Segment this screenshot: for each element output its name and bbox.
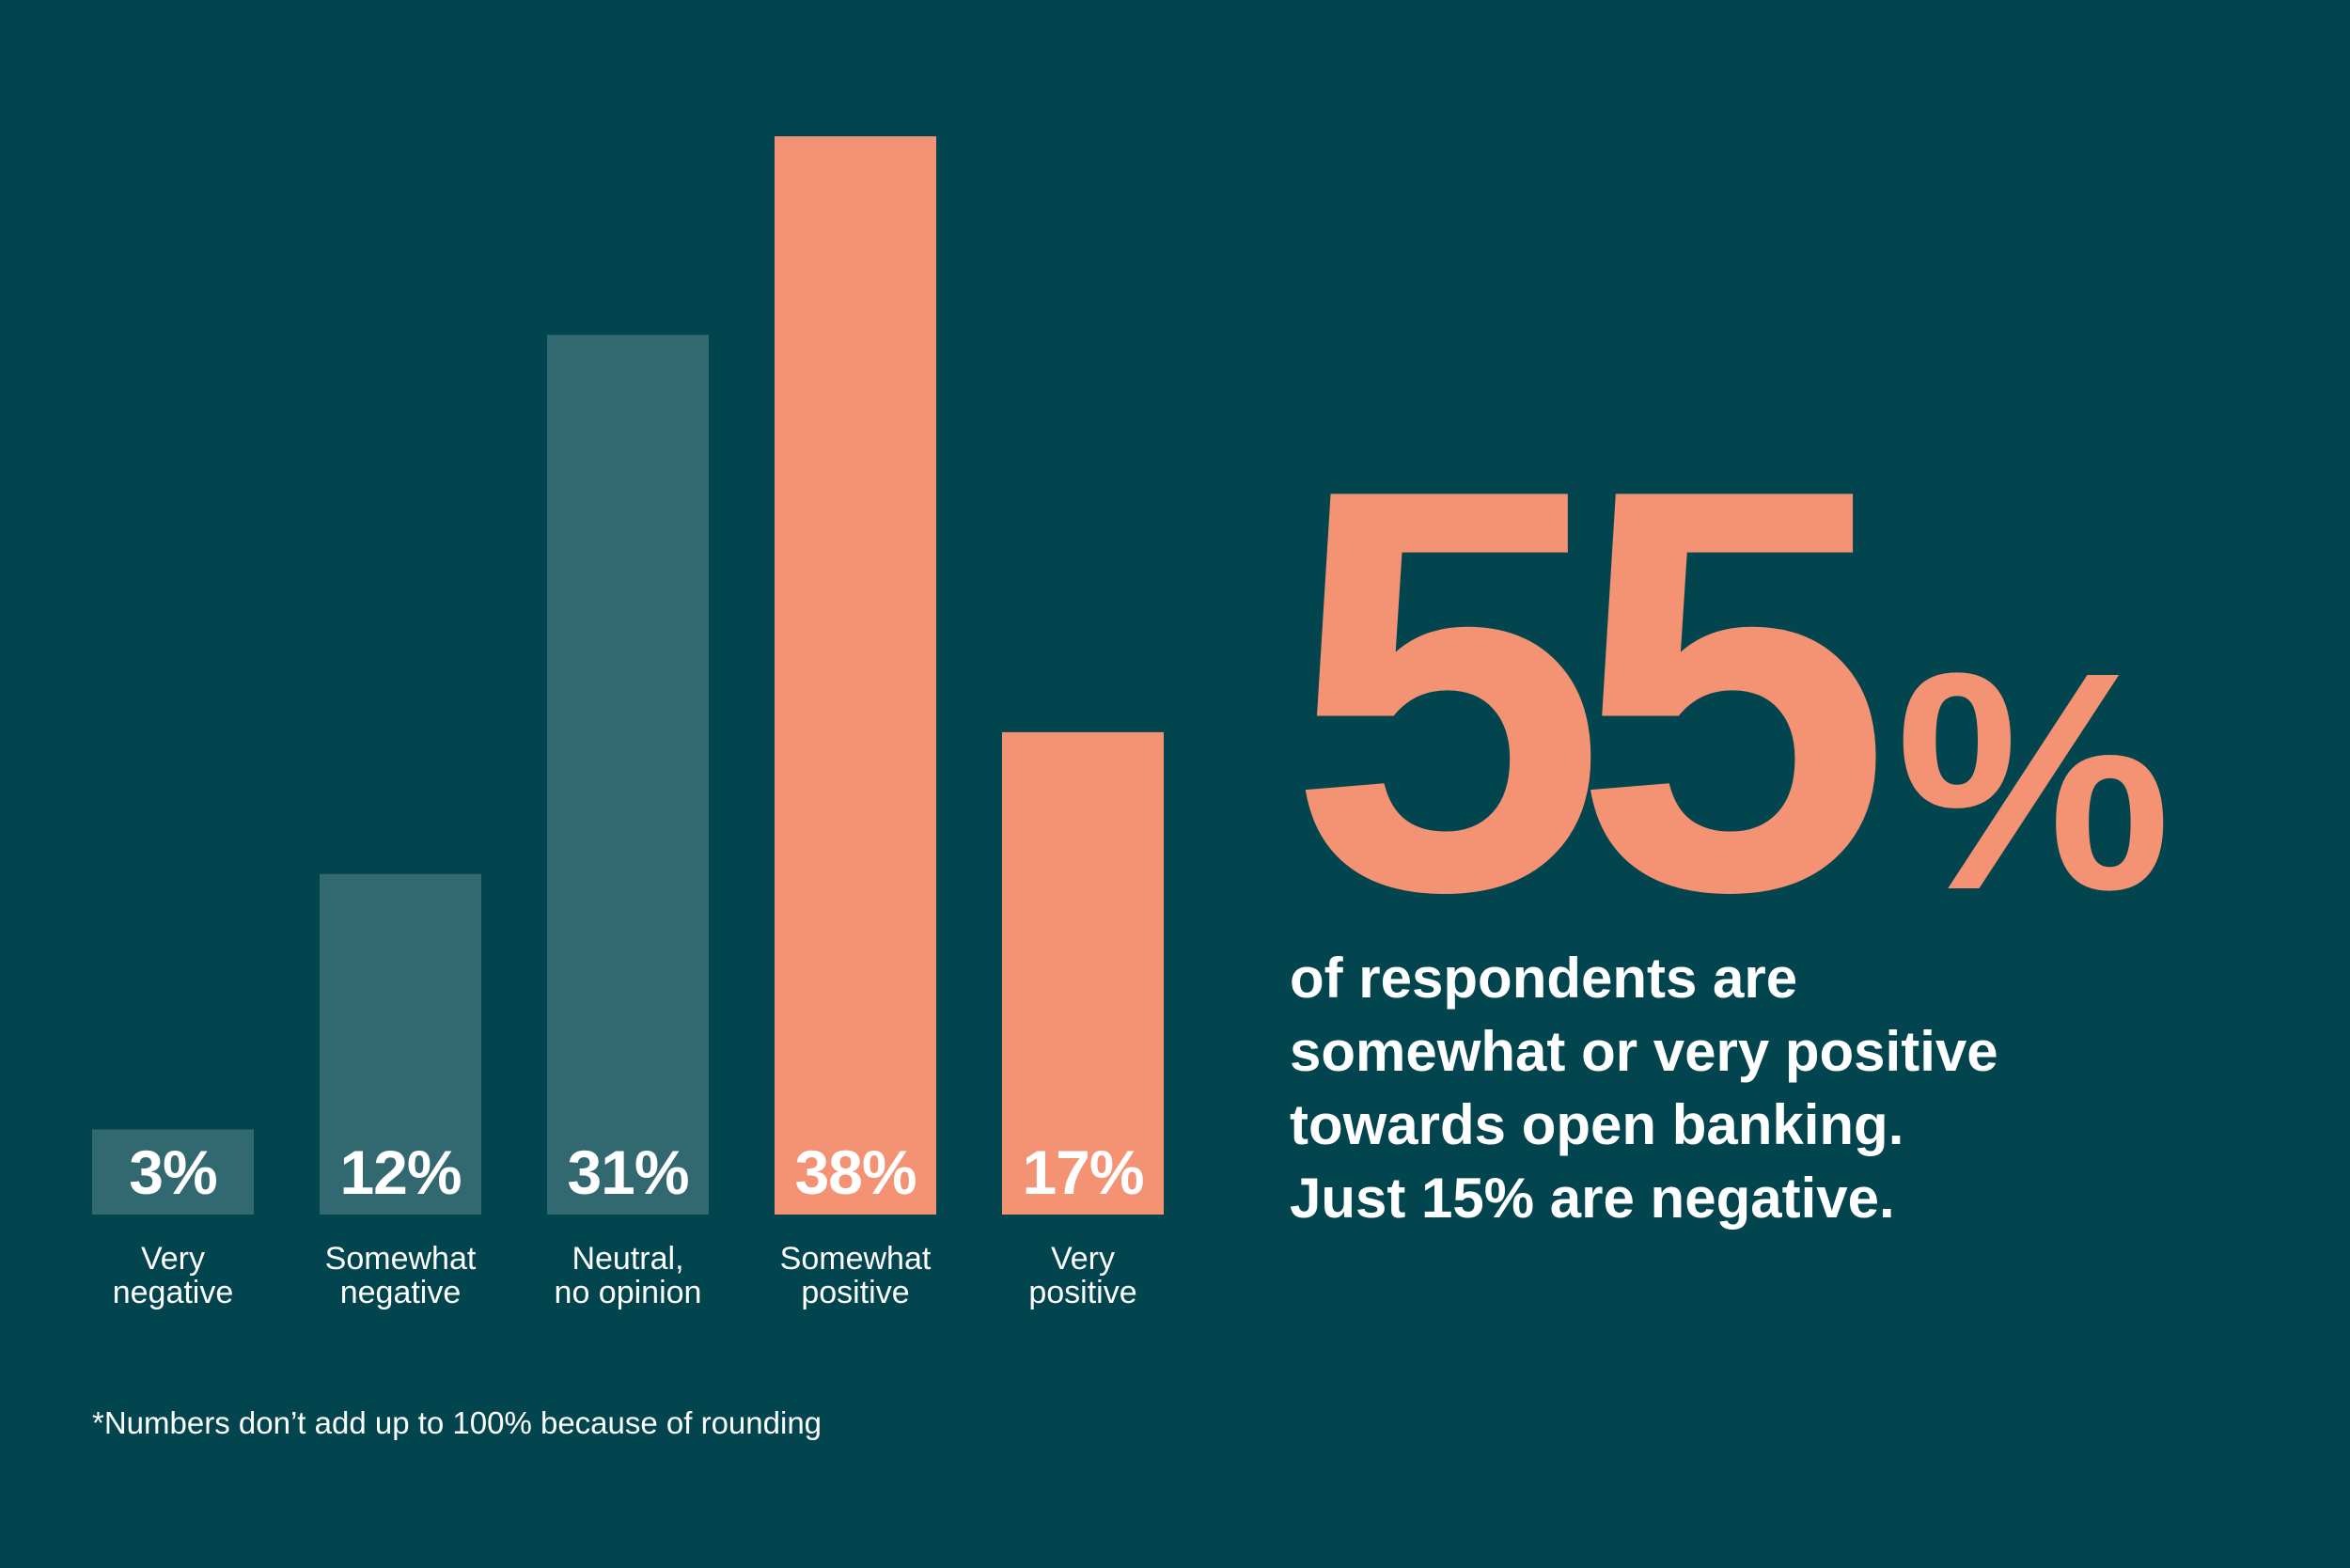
bar-value-label: 17% <box>1022 1137 1143 1207</box>
bar-chart: 3% Very negative 12% Somewhat negative 31% Neut… <box>92 136 1164 1310</box>
headline-caption: of respondents are somewhat or very posi… <box>1290 942 2230 1235</box>
bar <box>547 335 709 1215</box>
bar <box>320 873 481 1215</box>
category-label: Neutral, no opinion <box>555 1241 702 1310</box>
bar-value-label: 3% <box>129 1137 216 1207</box>
category-label: Somewhat positive <box>780 1241 932 1310</box>
headline-stat: 55% <box>1288 404 2171 978</box>
caption-line: somewhat or very positive <box>1290 1020 1998 1083</box>
bar <box>775 136 936 1215</box>
caption-line: of respondents are <box>1290 947 1798 1010</box>
footnote: *Numbers don’t add up to 100% because of… <box>92 1405 822 1440</box>
category-label: Somewhat negative <box>325 1241 477 1310</box>
bar <box>92 1129 254 1215</box>
headline-number: 55 <box>1288 370 1891 1011</box>
bar-value-label: 38% <box>794 1137 916 1207</box>
bar <box>1002 731 1164 1215</box>
bar-value-label: 31% <box>567 1137 688 1207</box>
caption-line: towards open banking. <box>1290 1093 1904 1156</box>
category-label: Very negative <box>113 1241 234 1310</box>
bar-value-label: 12% <box>339 1137 461 1207</box>
category-label: Very positive <box>1028 1241 1136 1310</box>
caption-line: Just 15% are negative. <box>1290 1167 1895 1230</box>
headline-percent-sign: % <box>1895 607 2171 954</box>
